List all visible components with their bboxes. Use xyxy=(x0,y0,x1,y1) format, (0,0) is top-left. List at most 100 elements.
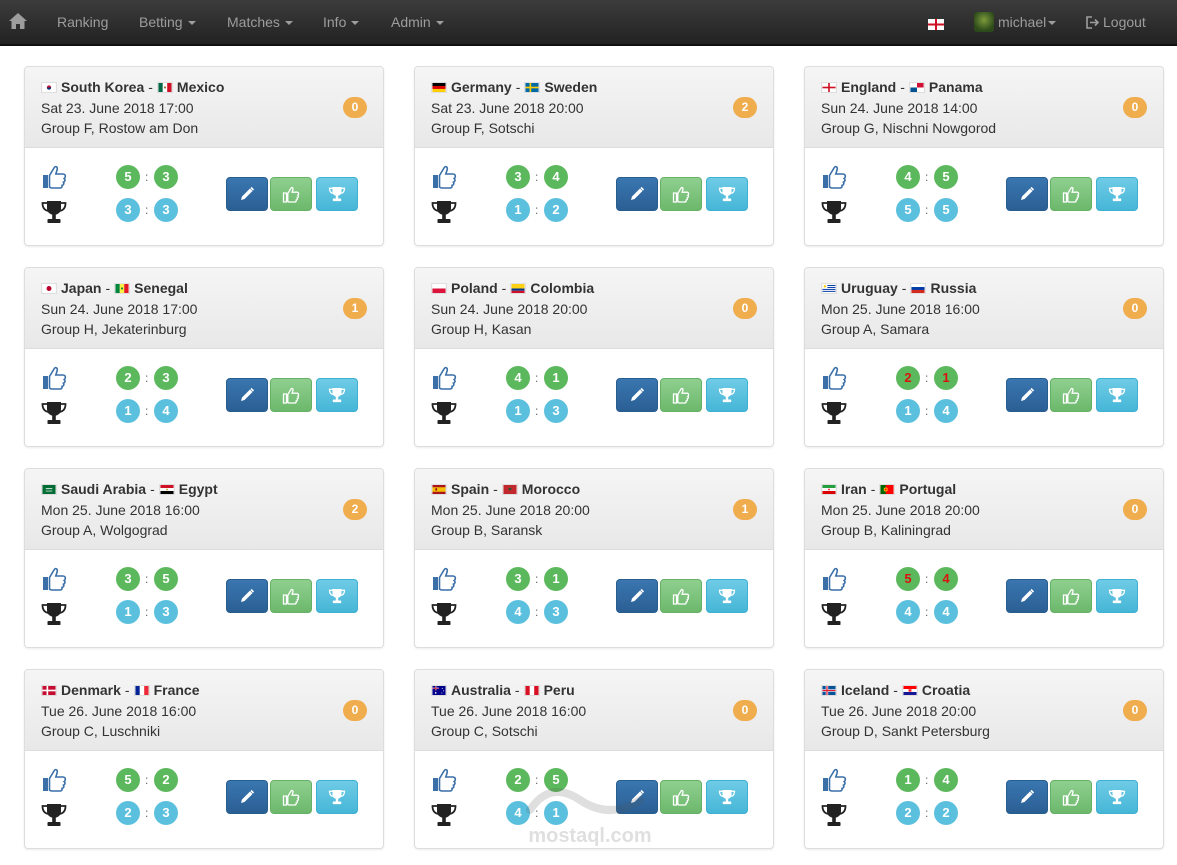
nav-info[interactable]: Info xyxy=(323,0,360,46)
pencil-icon xyxy=(629,789,645,805)
match-venue: Group F, Rostow am Don xyxy=(41,120,199,136)
match-venue: Group B, Saransk xyxy=(431,522,543,538)
match-venue: Group C, Luschniki xyxy=(41,723,161,739)
thumbs-up-icon xyxy=(1062,387,1080,404)
trophy-icon xyxy=(1108,588,1126,604)
view-tips-button[interactable] xyxy=(660,780,702,814)
points-badge: 0 xyxy=(343,97,367,118)
edit-tip-button[interactable] xyxy=(226,378,268,412)
edit-tip-button[interactable] xyxy=(1006,378,1048,412)
mex-flag-icon xyxy=(156,82,173,93)
nav-admin[interactable]: Admin xyxy=(391,0,444,46)
match-teams: Saudi Arabia - Egypt xyxy=(41,480,383,498)
trophy-icon xyxy=(718,387,736,403)
team-separator: - xyxy=(893,682,898,698)
top-navbar: Ranking Betting Matches Info Admin micha… xyxy=(0,0,1177,46)
logout-label: Logout xyxy=(1103,14,1146,30)
team-home: Australia xyxy=(451,682,511,698)
edit-tip-button[interactable] xyxy=(226,177,268,211)
match-teams: Poland - Colombia xyxy=(431,279,773,297)
match-venue: Group B, Kaliningrad xyxy=(821,522,951,538)
result-away-score: 4 xyxy=(934,399,958,423)
view-result-button[interactable] xyxy=(316,378,358,412)
tip-home-score: 2 xyxy=(116,366,140,390)
home-icon[interactable] xyxy=(8,12,28,30)
tip-home-score: 2 xyxy=(506,768,530,792)
edit-tip-button[interactable] xyxy=(616,177,658,211)
tip-home-score: 1 xyxy=(896,768,920,792)
score-colon: : xyxy=(535,371,539,385)
result-away-score: 5 xyxy=(934,198,958,222)
edit-tip-button[interactable] xyxy=(616,579,658,613)
match-card: Spain - Morocco Mon 25. June 2018 20:00 Grou… xyxy=(414,468,774,648)
result-away-score: 3 xyxy=(544,399,568,423)
view-tips-button[interactable] xyxy=(270,780,312,814)
view-tips-button[interactable] xyxy=(660,378,702,412)
result-away-score: 2 xyxy=(934,801,958,825)
match-venue: Group G, Nischni Nowgorod xyxy=(821,120,997,136)
score-colon: : xyxy=(145,170,149,184)
view-result-button[interactable] xyxy=(1096,579,1138,613)
caret-down-icon xyxy=(284,21,293,26)
points-badge: 0 xyxy=(733,700,757,721)
match-date: Tue 26. June 2018 20:00 xyxy=(821,703,977,719)
user-menu[interactable]: michael xyxy=(998,0,1057,46)
match-date: Sun 24. June 2018 17:00 xyxy=(41,301,198,317)
result-home-score: 4 xyxy=(506,801,530,825)
edit-tip-button[interactable] xyxy=(226,780,268,814)
view-result-button[interactable] xyxy=(316,780,358,814)
view-result-button[interactable] xyxy=(706,579,748,613)
view-result-button[interactable] xyxy=(1096,780,1138,814)
view-tips-button[interactable] xyxy=(270,378,312,412)
points-badge: 2 xyxy=(343,499,367,520)
view-result-button[interactable] xyxy=(1096,378,1138,412)
team-home: South Korea xyxy=(61,79,145,95)
nav-ranking[interactable]: Ranking xyxy=(57,0,108,46)
thumbs-up-icon xyxy=(431,567,457,591)
tip-home-score: 3 xyxy=(116,567,140,591)
view-tips-button[interactable] xyxy=(660,579,702,613)
edit-tip-button[interactable] xyxy=(1006,579,1048,613)
trophy-icon xyxy=(328,588,346,604)
view-tips-button[interactable] xyxy=(1050,378,1092,412)
edit-tip-button[interactable] xyxy=(1006,177,1048,211)
score-colon: : xyxy=(535,806,539,820)
match-header: Germany - Sweden Sat 23. June 2018 20:00 Gro… xyxy=(415,67,773,148)
logout-link[interactable]: Logout xyxy=(1086,0,1146,46)
view-tips-button[interactable] xyxy=(270,579,312,613)
avatar[interactable] xyxy=(974,12,994,32)
tip-home-score: 3 xyxy=(506,165,530,189)
view-result-button[interactable] xyxy=(1096,177,1138,211)
view-tips-button[interactable] xyxy=(1050,177,1092,211)
edit-tip-button[interactable] xyxy=(616,780,658,814)
view-result-button[interactable] xyxy=(706,177,748,211)
tip-away-score: 3 xyxy=(154,165,178,189)
points-badge: 1 xyxy=(733,499,757,520)
match-header: Spain - Morocco Mon 25. June 2018 20:00 Grou… xyxy=(415,469,773,550)
edit-tip-button[interactable] xyxy=(1006,780,1048,814)
team-separator: - xyxy=(124,682,130,698)
nav-matches-label: Matches xyxy=(227,14,280,30)
match-date: Mon 25. June 2018 20:00 xyxy=(821,502,980,518)
view-result-button[interactable] xyxy=(706,780,748,814)
view-tips-button[interactable] xyxy=(1050,579,1092,613)
egy-flag-icon xyxy=(158,484,175,495)
nav-betting[interactable]: Betting xyxy=(139,0,196,46)
view-tips-button[interactable] xyxy=(1050,780,1092,814)
language-flag-icon[interactable] xyxy=(928,17,944,30)
view-result-button[interactable] xyxy=(316,579,358,613)
nav-matches[interactable]: Matches xyxy=(227,0,293,46)
view-tips-button[interactable] xyxy=(270,177,312,211)
view-result-button[interactable] xyxy=(316,177,358,211)
edit-tip-button[interactable] xyxy=(226,579,268,613)
view-tips-button[interactable] xyxy=(660,177,702,211)
edit-tip-button[interactable] xyxy=(616,378,658,412)
team-away: Portugal xyxy=(899,481,957,497)
view-result-button[interactable] xyxy=(706,378,748,412)
match-card: Japan - Senegal Sun 24. June 2018 17:00 Grou… xyxy=(24,267,384,447)
